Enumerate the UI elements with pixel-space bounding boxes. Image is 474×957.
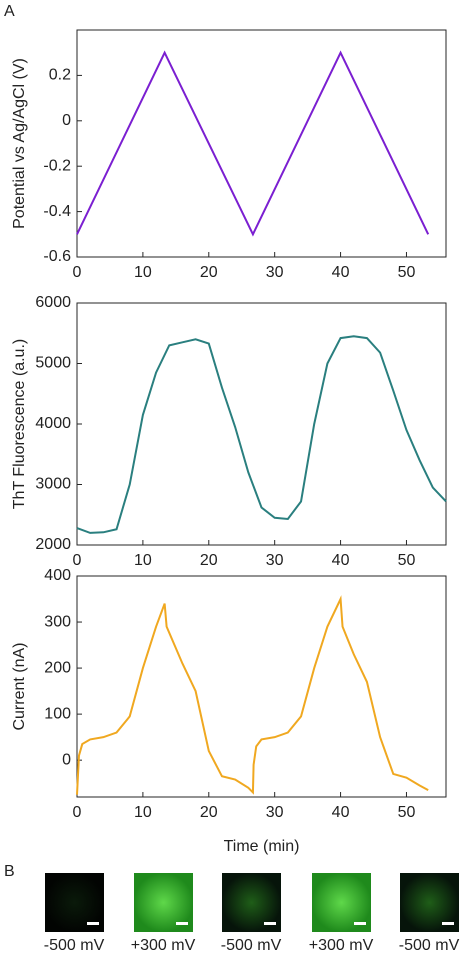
x-tick-label: 10 — [134, 552, 152, 569]
x-tick-label: 50 — [398, 804, 416, 821]
x-tick-label: 20 — [200, 552, 218, 569]
y-tick-label: 200 — [44, 659, 71, 676]
x-tick-label: 0 — [73, 804, 82, 821]
image-caption: -500 mV — [221, 937, 282, 954]
x-tick-label: 20 — [200, 804, 218, 821]
y-tick-label: -0.4 — [43, 203, 71, 220]
scale-bar — [264, 922, 276, 925]
image-caption: +300 mV — [131, 937, 196, 954]
panel-label: B — [4, 863, 15, 880]
scale-bar — [442, 922, 454, 925]
y-tick-label: -0.6 — [43, 248, 71, 265]
y-tick-label: 100 — [44, 705, 71, 722]
axes-box — [76, 575, 447, 798]
y-axis-label: ThT Fluorescence (a.u.) — [11, 339, 28, 509]
y-axis-label: Current (nA) — [11, 642, 28, 730]
y-tick-label: 0 — [62, 112, 71, 129]
x-tick-label: 30 — [266, 804, 284, 821]
scale-bar — [87, 922, 99, 925]
x-tick-label: 50 — [398, 552, 416, 569]
y-axis-label: Potential vs Ag/AgCl (V) — [11, 58, 28, 229]
axes-box — [76, 29, 447, 258]
y-tick-label: 6000 — [35, 294, 71, 311]
x-tick-label: 10 — [134, 264, 152, 281]
x-tick-label: 0 — [73, 552, 82, 569]
data-line — [76, 335, 447, 534]
x-tick-label: 0 — [73, 264, 82, 281]
y-tick-label: 300 — [44, 613, 71, 630]
scale-bar — [354, 922, 366, 925]
x-tick-label: 40 — [332, 804, 350, 821]
x-tick-label: 20 — [200, 264, 218, 281]
y-tick-label: 5000 — [35, 355, 71, 372]
x-tick-label: 40 — [332, 552, 350, 569]
y-tick-label: 0.2 — [49, 67, 71, 84]
y-tick-label: 4000 — [35, 415, 71, 432]
y-tick-label: -0.2 — [43, 157, 71, 174]
scale-bar — [176, 922, 188, 925]
x-tick-label: 30 — [266, 552, 284, 569]
x-tick-label: 50 — [398, 264, 416, 281]
data-line — [76, 595, 429, 795]
image-caption: +300 mV — [309, 937, 374, 954]
image-caption: -500 mV — [399, 937, 460, 954]
x-axis-label: Time (min) — [224, 838, 300, 855]
data-line — [76, 50, 430, 237]
y-tick-label: 0 — [62, 751, 71, 768]
y-tick-label: 2000 — [35, 536, 71, 553]
x-tick-label: 40 — [332, 264, 350, 281]
y-tick-label: 3000 — [35, 476, 71, 493]
image-caption: -500 mV — [44, 937, 105, 954]
y-tick-label: 400 — [44, 567, 71, 584]
x-tick-label: 30 — [266, 264, 284, 281]
panel-label: A — [4, 3, 15, 20]
x-tick-label: 10 — [134, 804, 152, 821]
